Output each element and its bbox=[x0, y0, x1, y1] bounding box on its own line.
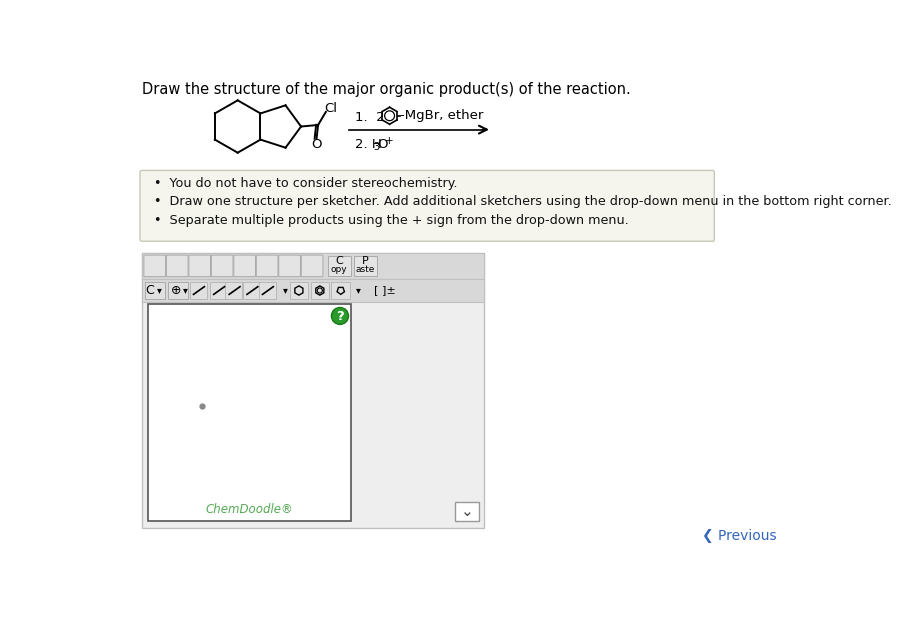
Text: •  You do not have to consider stereochemistry.: • You do not have to consider stereochem… bbox=[154, 177, 457, 190]
Text: +: + bbox=[385, 136, 394, 146]
Text: [ ]±: [ ]± bbox=[374, 286, 396, 295]
FancyBboxPatch shape bbox=[148, 303, 351, 521]
FancyBboxPatch shape bbox=[168, 282, 188, 299]
Text: 2. H: 2. H bbox=[354, 138, 381, 151]
FancyBboxPatch shape bbox=[140, 171, 714, 241]
FancyBboxPatch shape bbox=[258, 282, 275, 299]
Text: P: P bbox=[362, 256, 369, 266]
FancyBboxPatch shape bbox=[144, 255, 166, 277]
Text: •  Separate multiple products using the + sign from the drop-down menu.: • Separate multiple products using the +… bbox=[154, 214, 629, 227]
Text: O: O bbox=[377, 138, 388, 151]
FancyBboxPatch shape bbox=[301, 255, 323, 277]
Text: ▾: ▾ bbox=[157, 286, 161, 295]
FancyBboxPatch shape bbox=[332, 282, 350, 299]
Text: 1.  2: 1. 2 bbox=[354, 111, 384, 124]
FancyBboxPatch shape bbox=[243, 282, 260, 299]
FancyBboxPatch shape bbox=[144, 282, 165, 299]
Text: ▾: ▾ bbox=[283, 286, 288, 295]
FancyBboxPatch shape bbox=[354, 256, 377, 276]
FancyBboxPatch shape bbox=[455, 502, 480, 521]
FancyBboxPatch shape bbox=[142, 279, 484, 302]
FancyBboxPatch shape bbox=[210, 282, 227, 299]
FancyBboxPatch shape bbox=[279, 255, 300, 277]
FancyBboxPatch shape bbox=[290, 282, 309, 299]
FancyBboxPatch shape bbox=[327, 256, 351, 276]
FancyBboxPatch shape bbox=[257, 255, 278, 277]
FancyBboxPatch shape bbox=[225, 282, 242, 299]
Text: Cl: Cl bbox=[324, 103, 337, 116]
Text: opy: opy bbox=[331, 265, 347, 274]
Text: ▾: ▾ bbox=[356, 286, 361, 295]
Text: ⊕: ⊕ bbox=[170, 284, 181, 297]
FancyBboxPatch shape bbox=[189, 282, 206, 299]
Text: ❮ Previous: ❮ Previous bbox=[701, 529, 776, 543]
Text: ?: ? bbox=[336, 310, 344, 323]
Circle shape bbox=[332, 308, 349, 324]
Text: ▾: ▾ bbox=[182, 286, 187, 295]
Text: C: C bbox=[145, 284, 154, 297]
Text: ChemDoodle®: ChemDoodle® bbox=[205, 504, 293, 517]
FancyBboxPatch shape bbox=[212, 255, 233, 277]
Text: Draw the structure of the major organic product(s) of the reaction.: Draw the structure of the major organic … bbox=[142, 82, 631, 97]
Text: •  Draw one structure per sketcher. Add additional sketchers using the drop-down: • Draw one structure per sketcher. Add a… bbox=[154, 195, 892, 208]
Text: ⌄: ⌄ bbox=[461, 504, 474, 519]
FancyBboxPatch shape bbox=[166, 255, 188, 277]
Text: -MgBr, ether: -MgBr, ether bbox=[400, 109, 483, 122]
FancyBboxPatch shape bbox=[142, 253, 484, 279]
FancyBboxPatch shape bbox=[189, 255, 211, 277]
Text: O: O bbox=[311, 138, 322, 151]
FancyBboxPatch shape bbox=[234, 255, 256, 277]
FancyBboxPatch shape bbox=[310, 282, 329, 299]
Text: aste: aste bbox=[356, 265, 375, 274]
FancyBboxPatch shape bbox=[142, 253, 484, 528]
Text: C: C bbox=[335, 256, 343, 266]
Text: 3: 3 bbox=[373, 142, 379, 152]
